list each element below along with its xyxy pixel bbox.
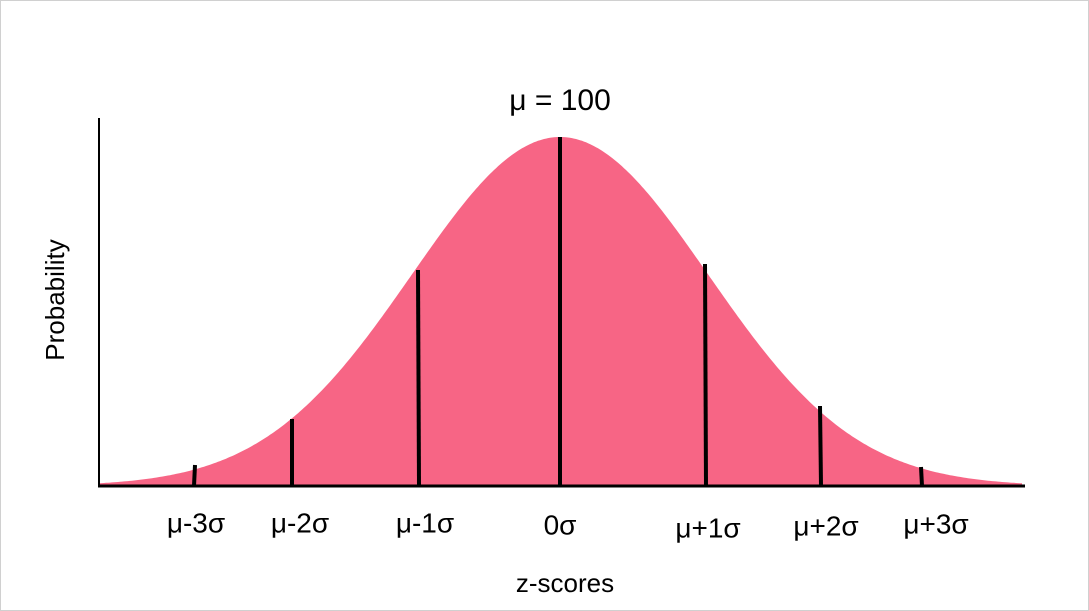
z-label: μ-1σ	[396, 507, 454, 538]
z-label: μ+2σ	[793, 510, 858, 541]
sigma-line	[818, 405, 823, 487]
sigma-line	[416, 269, 421, 487]
z-label: 0σ	[544, 509, 577, 540]
title: μ = 100	[509, 84, 611, 117]
sigma-line	[919, 466, 924, 487]
sigma-line	[192, 464, 197, 487]
sigma-line	[703, 263, 708, 487]
x-axis-label: z-scores	[516, 568, 614, 598]
z-label: μ+1σ	[675, 512, 740, 543]
z-label: μ+3σ	[903, 508, 968, 539]
z-label: μ-2σ	[271, 507, 329, 538]
z-label: μ-3σ	[167, 507, 225, 538]
y-axis-label: Probability	[40, 239, 70, 360]
sigma-lines	[192, 137, 924, 487]
